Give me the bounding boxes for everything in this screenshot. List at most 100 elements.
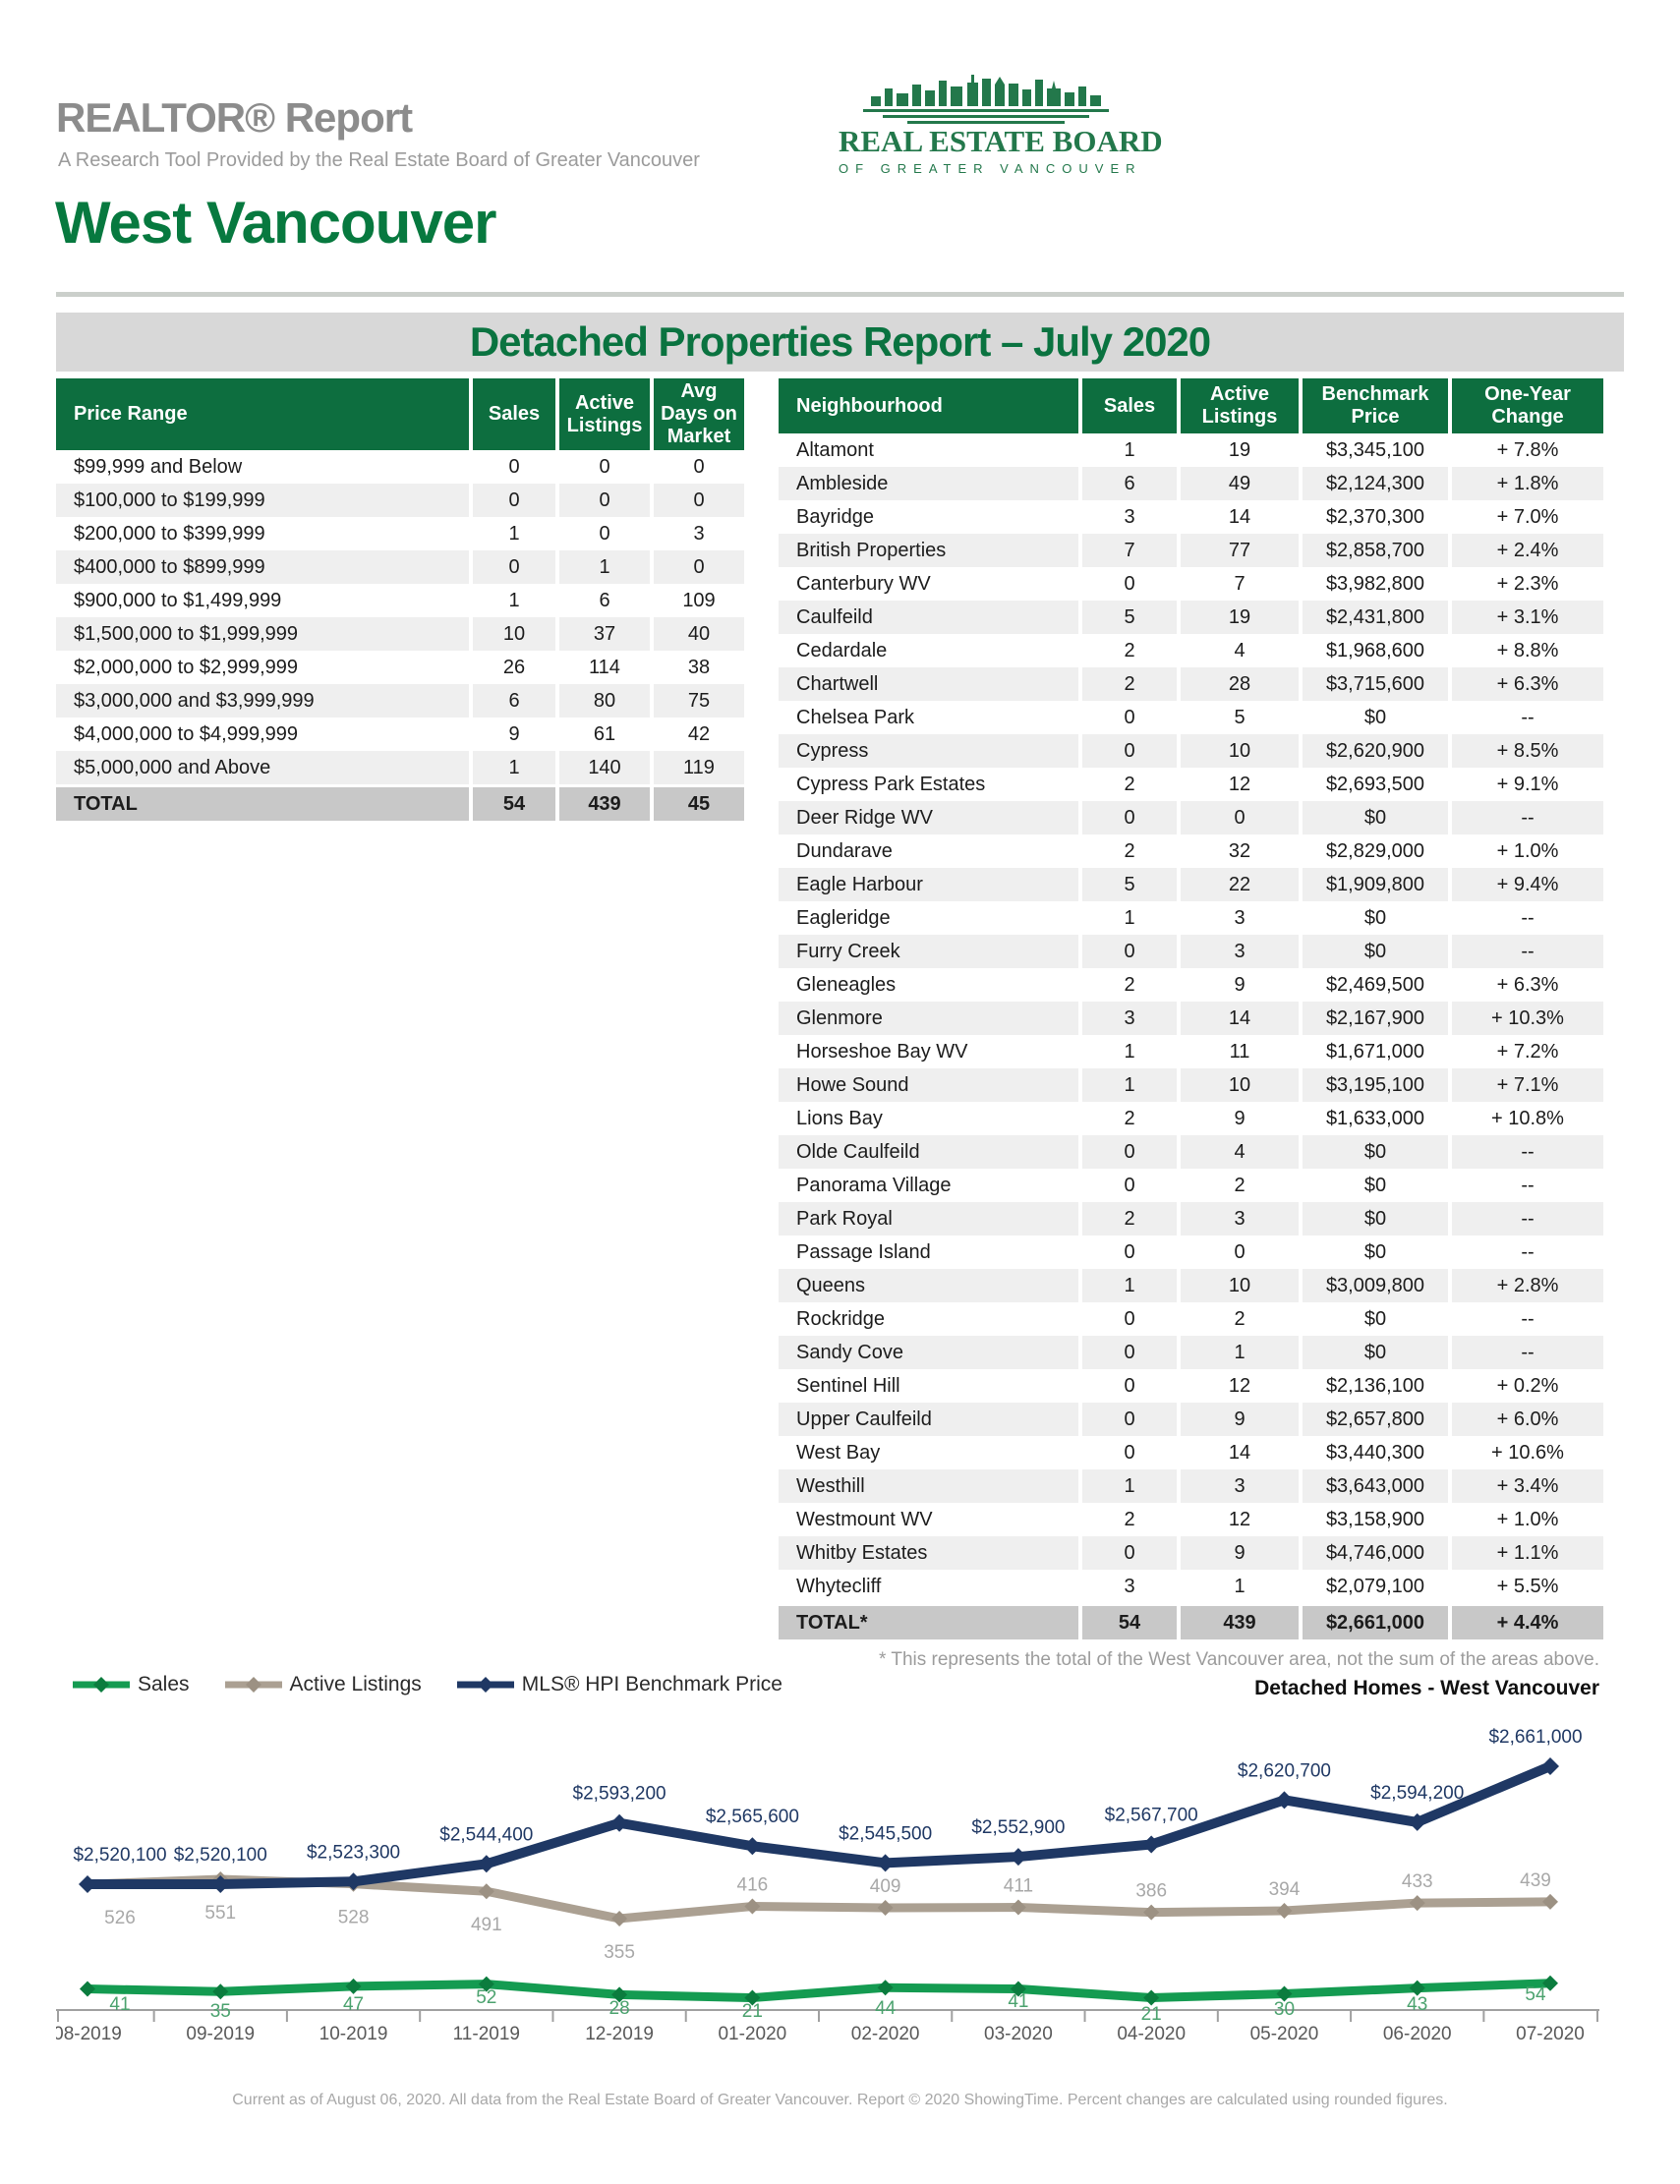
total-label-cell: TOTAL* <box>779 1603 1078 1639</box>
value-cell: $2,136,100 <box>1303 1369 1448 1403</box>
x-axis-label: 12-2019 <box>585 2024 654 2044</box>
table-row: West Bay 0 14 $3,440,300 + 10.6% <box>779 1436 1603 1469</box>
value-cell: 2 <box>1082 1503 1177 1536</box>
table-row: Rockridge 0 2 $0 -- <box>779 1302 1603 1336</box>
value-cell: 0 <box>1082 1536 1177 1570</box>
value-cell: -- <box>1452 935 1603 968</box>
benchmark-price-data-label: $2,520,100 <box>73 1845 166 1866</box>
value-cell: 19 <box>1181 433 1299 467</box>
legend-label: Sales <box>138 1673 190 1695</box>
x-axis-label: 08-2019 <box>56 2024 122 2044</box>
benchmark-price-data-label: $2,565,600 <box>706 1807 799 1827</box>
value-cell: + 9.4% <box>1452 868 1603 901</box>
benchmark-price-marker <box>211 1875 230 1893</box>
table-row: Chartwell 2 28 $3,715,600 + 6.3% <box>779 667 1603 701</box>
row-label-cell: $200,000 to $399,999 <box>56 517 469 550</box>
x-axis-label: 05-2020 <box>1250 2024 1319 2044</box>
value-cell: 3 <box>1181 935 1299 968</box>
table-row: Canterbury WV 0 7 $3,982,800 + 2.3% <box>779 567 1603 601</box>
value-cell: -- <box>1452 701 1603 734</box>
value-cell: -- <box>1452 1336 1603 1369</box>
value-cell: $0 <box>1303 1135 1448 1169</box>
x-axis-label: 04-2020 <box>1117 2024 1186 2044</box>
value-cell: + 1.1% <box>1452 1536 1603 1570</box>
benchmark-price-marker <box>610 1813 629 1832</box>
column-header: Active Listings <box>1181 378 1299 433</box>
value-cell: 32 <box>1181 834 1299 868</box>
benchmark-price-marker <box>344 1872 363 1891</box>
value-cell: $2,370,300 <box>1303 500 1448 534</box>
sales-data-label: 41 <box>1008 1991 1028 2012</box>
active-listings-data-label: 528 <box>338 1908 370 1928</box>
benchmark-price-data-label: $2,520,100 <box>174 1845 267 1866</box>
value-cell: $1,968,600 <box>1303 634 1448 667</box>
value-cell: 5 <box>1181 701 1299 734</box>
benchmark-price-marker <box>477 1855 495 1873</box>
sales-data-label: 47 <box>343 1994 364 2015</box>
row-label-cell: $3,000,000 and $3,999,999 <box>56 684 469 718</box>
table-row: $2,000,000 to $2,999,999 26 114 38 <box>56 651 744 684</box>
value-cell: $1,633,000 <box>1303 1102 1448 1135</box>
row-label-cell: $5,000,000 and Above <box>56 751 469 784</box>
value-cell: $3,158,900 <box>1303 1503 1448 1536</box>
value-cell: 14 <box>1181 1436 1299 1469</box>
table-row: Furry Creek 0 3 $0 -- <box>779 935 1603 968</box>
row-label-cell: $4,000,000 to $4,999,999 <box>56 718 469 751</box>
value-cell: 2 <box>1082 667 1177 701</box>
value-cell: 0 <box>559 484 650 517</box>
row-label-cell: Passage Island <box>779 1236 1078 1269</box>
value-cell: $0 <box>1303 1236 1448 1269</box>
value-cell: 2 <box>1082 768 1177 801</box>
table-row: British Properties 7 77 $2,858,700 + 2.4% <box>779 534 1603 567</box>
value-cell: 0 <box>1181 1236 1299 1269</box>
value-cell: -- <box>1452 1135 1603 1169</box>
value-cell: 0 <box>654 550 744 584</box>
table-row: Whytecliff 3 1 $2,079,100 + 5.5% <box>779 1570 1603 1603</box>
value-cell: $3,440,300 <box>1303 1436 1448 1469</box>
value-cell: 9 <box>473 718 555 751</box>
total-value-cell: 54 <box>1082 1603 1177 1639</box>
table-row: Ambleside 6 49 $2,124,300 + 1.8% <box>779 467 1603 500</box>
value-cell: 0 <box>1082 1403 1177 1436</box>
sales-marker <box>877 1980 894 1996</box>
value-cell: 7 <box>1181 567 1299 601</box>
value-cell: 6 <box>473 684 555 718</box>
value-cell: 22 <box>1181 868 1299 901</box>
table-header-row: Neighbourhood Sales Active Listings Benc… <box>779 378 1603 433</box>
value-cell: 1 <box>473 517 555 550</box>
table-row: Passage Island 0 0 $0 -- <box>779 1236 1603 1269</box>
sales-marker <box>1409 1980 1425 1996</box>
sales-marker <box>744 1989 761 2006</box>
value-cell: $1,909,800 <box>1303 868 1448 901</box>
hpi-chart: 08-2019 09-2019 10-2019 11-2019 12-2019 01-20… <box>53 1712 1599 2056</box>
table-row: Olde Caulfeild 0 4 $0 -- <box>779 1135 1603 1169</box>
table-row: Whitby Estates 0 9 $4,746,000 + 1.1% <box>779 1536 1603 1570</box>
sales-marker <box>1143 1989 1160 2006</box>
table-row: Caulfeild 5 19 $2,431,800 + 3.1% <box>779 601 1603 634</box>
row-label-cell: Dundarave <box>779 834 1078 868</box>
table-row: $200,000 to $399,999 1 0 3 <box>56 517 744 550</box>
value-cell: 11 <box>1181 1035 1299 1068</box>
benchmark-price-data-label: $2,593,200 <box>573 1784 666 1805</box>
benchmark-price-data-label: $2,594,200 <box>1370 1783 1464 1804</box>
value-cell: $3,195,100 <box>1303 1068 1448 1102</box>
table-row: $400,000 to $899,999 0 1 0 <box>56 550 744 584</box>
value-cell: $4,746,000 <box>1303 1536 1448 1570</box>
value-cell: 12 <box>1181 1503 1299 1536</box>
table-row: $900,000 to $1,499,999 1 6 109 <box>56 584 744 617</box>
row-label-cell: Whytecliff <box>779 1570 1078 1603</box>
table-row: Dundarave 2 32 $2,829,000 + 1.0% <box>779 834 1603 868</box>
value-cell: 19 <box>1181 601 1299 634</box>
row-label-cell: Caulfeild <box>779 601 1078 634</box>
row-label-cell: $400,000 to $899,999 <box>56 550 469 584</box>
value-cell: 2 <box>1082 1102 1177 1135</box>
column-header: Benchmark Price <box>1303 378 1448 433</box>
skyline-logo-icon <box>863 75 1109 124</box>
row-label-cell: Howe Sound <box>779 1068 1078 1102</box>
x-axis-label: 09-2019 <box>186 2024 255 2044</box>
value-cell: -- <box>1452 1202 1603 1236</box>
sales-data-label: 21 <box>1141 2004 1162 2025</box>
value-cell: 49 <box>1181 467 1299 500</box>
hpi-chart-svg: 08-2019 09-2019 10-2019 11-2019 12-2019 01-20… <box>53 1727 1599 2044</box>
value-cell: 5 <box>1082 601 1177 634</box>
